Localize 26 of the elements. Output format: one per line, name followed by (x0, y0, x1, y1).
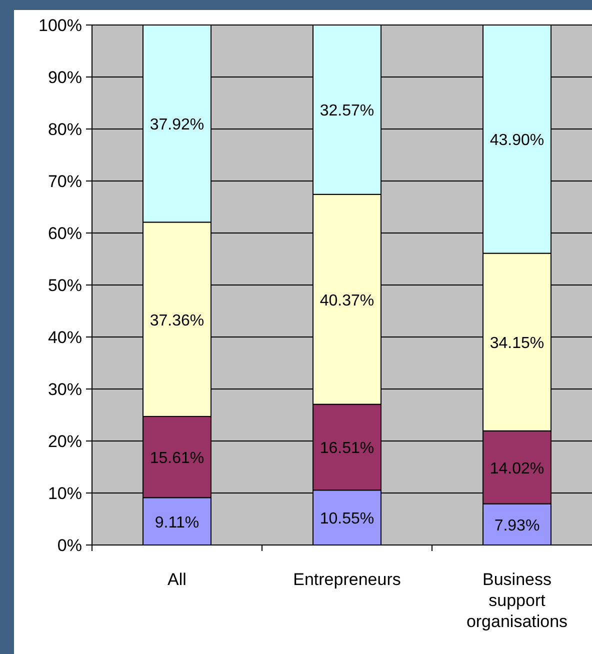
y-tick-label: 20% (48, 432, 82, 451)
y-tick-label: 100% (38, 16, 82, 35)
y-tick-label: 70% (48, 172, 82, 191)
y-tick-label: 10% (48, 484, 82, 503)
data-label: 37.36% (150, 312, 204, 330)
data-label: 32.57% (320, 102, 374, 120)
data-label: 14.02% (490, 460, 544, 478)
y-tick-label: 60% (48, 224, 82, 243)
y-tick-label: 90% (48, 68, 82, 87)
data-label: 10.55% (320, 510, 374, 528)
y-tick-label: 0% (57, 536, 82, 555)
y-tick-label: 30% (48, 380, 82, 399)
data-label: 34.15% (490, 335, 544, 352)
data-label: 7.93% (494, 517, 540, 534)
data-label: 15.61% (150, 450, 204, 468)
y-tick-label: 80% (48, 120, 82, 139)
data-label: 9.11% (154, 514, 200, 532)
x-tick-label: All (168, 570, 186, 589)
x-tick-label: Business support organisations (466, 570, 568, 631)
data-label: 40.37% (320, 292, 374, 310)
data-label: 43.90% (490, 132, 544, 150)
y-tick-label: 40% (48, 328, 82, 347)
x-tick-label: Entrepreneurs (293, 570, 401, 589)
data-label: 16.51% (320, 440, 374, 458)
data-label: 37.92% (150, 116, 204, 134)
y-tick-label: 50% (48, 276, 82, 295)
